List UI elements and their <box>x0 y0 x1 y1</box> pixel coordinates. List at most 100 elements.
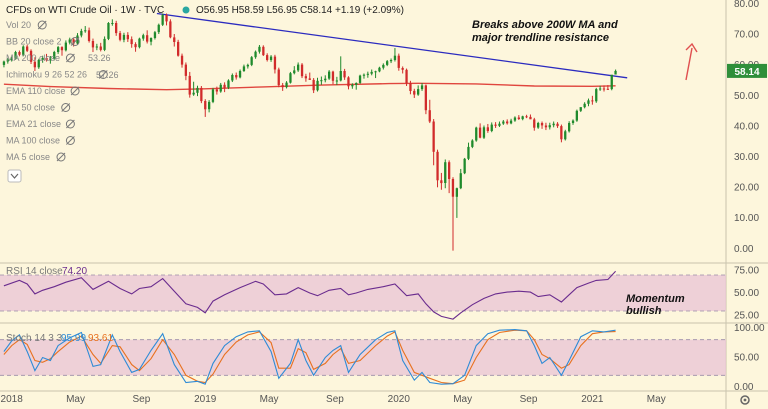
candle-body <box>146 35 149 42</box>
candle-body <box>308 78 311 80</box>
candle-body <box>587 100 590 104</box>
candle-body <box>455 188 458 197</box>
candle-body <box>478 127 482 138</box>
candle-body <box>424 85 427 111</box>
x-axis: 2018 May Sep 2019 May Sep 2020 May Sep 2021 May <box>1 394 666 405</box>
candle-body <box>471 140 474 147</box>
candle-body <box>602 88 606 90</box>
candle-body <box>560 126 563 140</box>
eye-slash-icon <box>70 37 80 46</box>
candle-body <box>575 110 578 121</box>
candle-body <box>432 121 435 152</box>
settings-gear-hub <box>743 398 747 402</box>
candle-body <box>556 123 559 127</box>
candle-body <box>130 39 133 45</box>
trendline <box>156 12 628 79</box>
settings-gear-icon[interactable] <box>740 395 750 405</box>
rsi-axis-tick: 75.00 <box>734 266 759 277</box>
price-axis-tick: 20.00 <box>734 183 759 194</box>
eye-hidden-icon[interactable] <box>65 119 75 129</box>
candle-body <box>571 120 575 123</box>
candle-body <box>304 76 307 79</box>
eye-hidden-icon[interactable] <box>56 152 66 162</box>
eye-hidden-icon[interactable] <box>61 103 71 112</box>
candle-body <box>53 52 56 59</box>
candle-body <box>111 23 114 24</box>
candle-body <box>281 85 284 88</box>
candle-body <box>246 64 249 67</box>
eye-slash-icon <box>66 119 75 129</box>
eye-hidden-icon[interactable] <box>98 70 108 79</box>
candle-body <box>99 46 102 50</box>
candle-body <box>343 71 346 78</box>
price-axis-tick: 10.00 <box>734 213 759 224</box>
candle-body <box>610 74 613 90</box>
candle-body <box>382 64 385 68</box>
indicator-name: MA 100 close <box>6 136 60 146</box>
candle-body <box>297 64 300 71</box>
ma200-line <box>3 82 616 91</box>
candle-body <box>64 42 67 51</box>
candle-body <box>103 38 106 50</box>
price-panel[interactable] <box>0 0 726 262</box>
candle-body <box>6 59 9 62</box>
candle-body <box>18 52 21 55</box>
eye-hidden-icon[interactable] <box>70 86 80 96</box>
indicator-name: EMA 110 close <box>6 86 65 96</box>
candle-body <box>87 30 91 41</box>
price-axis-tick: 50.00 <box>734 91 759 102</box>
stoch-layer <box>3 329 616 385</box>
candle-body <box>177 41 180 56</box>
candle-body <box>115 23 118 34</box>
rsi-line <box>3 270 617 320</box>
price-axis-tick: 70.00 <box>734 30 759 41</box>
indicator-legend: Vol 20 BB 20 close 2 MA 200 close Ichimoku … <box>6 20 108 162</box>
eye-hidden-icon[interactable] <box>70 37 80 46</box>
candle-body <box>378 67 381 72</box>
indicator-name: MA 5 close <box>6 152 50 162</box>
candle-body <box>389 60 393 62</box>
candle-body <box>475 127 478 141</box>
candle-body <box>273 56 277 70</box>
candle-body <box>227 80 230 88</box>
stoch-axis-tick: 100.00 <box>734 323 765 334</box>
candle-body <box>266 55 269 60</box>
candle-body <box>200 87 203 102</box>
candle-body <box>606 88 609 90</box>
time-axis-tick: May <box>260 394 279 405</box>
candle-body <box>490 124 493 131</box>
candle-body <box>413 90 416 95</box>
eye-hidden-icon[interactable] <box>65 53 75 63</box>
candle-body <box>351 84 354 87</box>
ma200-layer <box>3 82 616 91</box>
candle-body <box>525 116 528 118</box>
candle-body <box>494 124 497 126</box>
eye-slash-icon <box>61 103 71 112</box>
stoch-label-k: 95.99 <box>61 333 86 344</box>
candle-body <box>591 100 594 102</box>
candle-body <box>231 75 234 81</box>
stoch-axis-tick: 0.00 <box>734 382 754 393</box>
candle-body <box>440 180 443 184</box>
candle-body <box>506 121 509 124</box>
candle-body <box>122 34 126 40</box>
candle-body <box>366 73 369 75</box>
indicator-name: BB 20 close 2 <box>6 37 62 47</box>
candle-body <box>149 38 153 42</box>
candle-body <box>60 47 64 51</box>
eye-hidden-icon[interactable] <box>65 136 75 145</box>
candle-body <box>289 73 292 83</box>
ma200-value: 53.26 <box>88 53 111 63</box>
candle-body <box>10 58 13 60</box>
rsi-axis-tick: 50.00 <box>734 288 759 299</box>
eye-hidden-icon[interactable] <box>37 20 47 30</box>
candle-body <box>250 57 253 65</box>
time-axis-tick: 2020 <box>388 394 411 405</box>
candle-body <box>355 83 358 85</box>
candle-body <box>254 51 257 58</box>
collapse-legend-button[interactable] <box>7 169 22 183</box>
rsi-layer <box>3 270 617 320</box>
indicator-name: Ichimoku 9 26 52 26 <box>6 70 87 80</box>
candle-body <box>169 21 172 38</box>
candle-body <box>502 121 505 124</box>
